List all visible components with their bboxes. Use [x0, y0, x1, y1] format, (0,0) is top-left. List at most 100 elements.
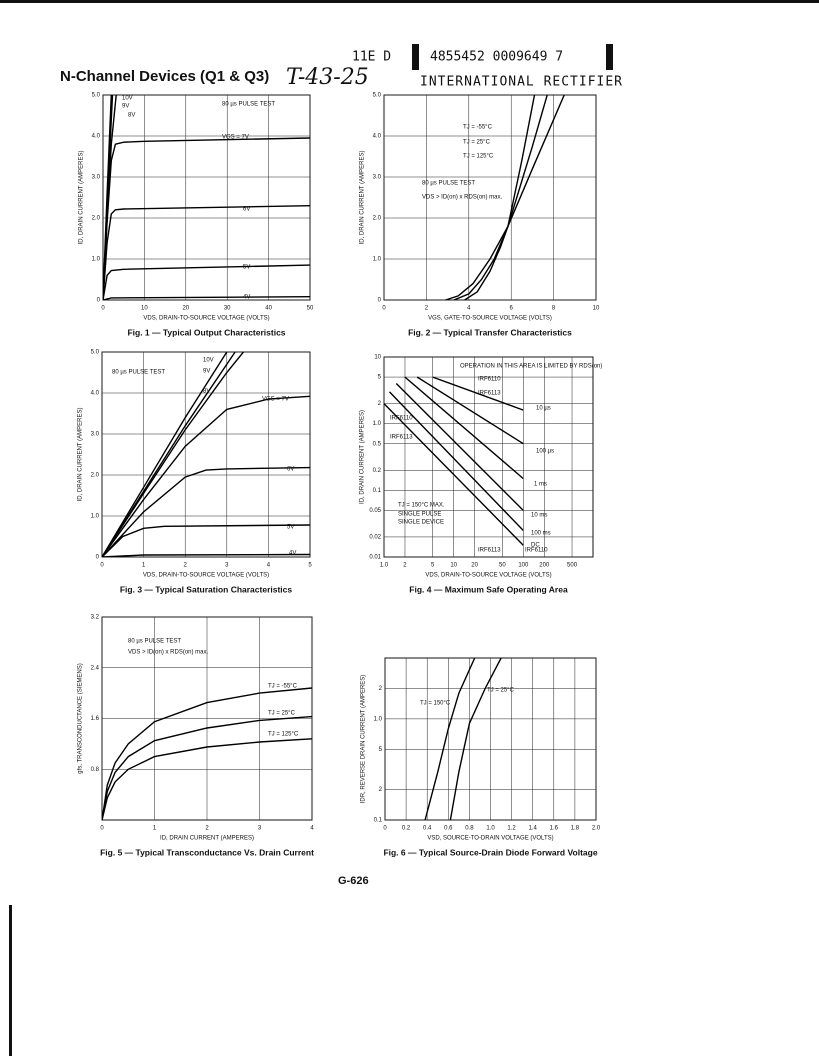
y-tick-label: 0 [378, 298, 382, 304]
x-tick-label: 2 [403, 563, 407, 569]
figure-caption: Fig. 1 — Typical Output Characteristics [127, 327, 285, 337]
y-tick-label: 0.1 [374, 818, 383, 824]
x-tick-label: 30 [224, 306, 231, 312]
x-tick-label: 2 [184, 563, 188, 569]
x-tick-label: 0.6 [444, 826, 453, 832]
y-tick-label: 0.1 [373, 488, 382, 494]
y-tick-label: 0.2 [373, 468, 382, 474]
plot-frame [383, 356, 594, 558]
series-label: 6V [287, 467, 294, 473]
x-tick-label: 20 [182, 306, 189, 312]
series-label: TJ = 25°C [463, 140, 491, 146]
y-tick-label: 0.02 [369, 535, 381, 541]
series-label: 5V [287, 525, 294, 531]
annotation: VDS > ID(on) x RDS(on) max. [128, 650, 209, 656]
y-tick-label: 0 [96, 555, 100, 561]
annotation: 80 µs PULSE TEST [222, 102, 275, 108]
series-line [384, 403, 524, 546]
figure-caption: Fig. 5 — Typical Transconductance Vs. Dr… [100, 847, 314, 857]
series-line [445, 95, 565, 300]
y-tick-label: 2 [379, 787, 383, 793]
figure-caption: Fig. 2 — Typical Transfer Characteristic… [408, 327, 572, 337]
series-label: TJ = -55°C [463, 125, 493, 131]
y-tick-label: 1.0 [374, 716, 383, 722]
y-tick-label: 2 [378, 401, 382, 407]
series-line [103, 205, 310, 300]
annotation: 80 µs PULSE TEST [422, 181, 475, 187]
x-tick-label: 0 [100, 563, 104, 569]
x-tick-label: 500 [567, 563, 578, 569]
x-tick-label: 4 [310, 826, 314, 832]
series-label: TJ = 150°C [420, 701, 451, 707]
x-tick-label: 3 [225, 563, 229, 569]
y-tick-label: 5.0 [91, 350, 100, 356]
y-tick-label: 0.01 [369, 555, 381, 561]
x-tick-label: 1.4 [529, 826, 538, 832]
x-axis-label: VGS, GATE-TO-SOURCE VOLTAGE (VOLTS) [428, 316, 552, 322]
series-line [103, 137, 310, 300]
y-tick-label: 1.0 [373, 257, 382, 263]
annotation: SINGLE PULSE [398, 512, 441, 518]
y-tick-label: 5.0 [373, 93, 382, 99]
y-tick-label: 0.05 [369, 508, 381, 514]
series-label: DC [531, 543, 540, 549]
y-axis-label: ID, DRAIN CURRENT (AMPERES) [78, 408, 84, 502]
handwritten-note: T-43-25 [286, 65, 369, 90]
series-line [102, 524, 310, 557]
page-number: G-626 [338, 875, 369, 887]
y-tick-label: 10 [374, 355, 381, 361]
x-axis-label: VDS, DRAIN-TO-SOURCE VOLTAGE (VOLTS) [143, 573, 269, 579]
series-label: TJ = 125°C [268, 732, 299, 738]
series-label: 5V [243, 265, 250, 271]
y-tick-label: 1.6 [91, 716, 100, 722]
x-tick-label: 20 [471, 563, 478, 569]
y-tick-label: 0.8 [91, 767, 100, 773]
series-label: 4V [289, 551, 296, 557]
annotation: SINGLE DEVICE [398, 520, 444, 526]
y-tick-label: 3.0 [373, 175, 382, 181]
series-line [103, 264, 310, 300]
series-label: TJ = -55°C [268, 684, 298, 690]
y-tick-label: 4.0 [373, 134, 382, 140]
x-tick-label: 1.8 [571, 826, 580, 832]
x-tick-label: 2 [425, 306, 429, 312]
x-tick-label: 10 [141, 306, 148, 312]
x-tick-label: 2.0 [592, 826, 601, 832]
y-tick-label: 2 [379, 686, 383, 692]
x-tick-label: 4 [267, 563, 271, 569]
series-line [102, 395, 310, 557]
series-label: 8V [128, 113, 135, 119]
annotation: TJ = 150°C MAX. [398, 503, 445, 509]
series-line [102, 352, 228, 557]
series-label: VGS = 7V [222, 135, 249, 141]
x-tick-label: 100 [518, 563, 529, 569]
page-title: N-Channel Devices (Q1 & Q3) [60, 68, 269, 85]
header-number: 4855452 0009649 7 [430, 50, 563, 65]
x-tick-label: 0 [382, 306, 386, 312]
company-name: INTERNATIONAL RECTIFIER [420, 75, 623, 90]
y-tick-label: 2.0 [92, 216, 101, 222]
series-line [102, 687, 312, 820]
series-label: 6V [243, 207, 250, 213]
x-axis-label: VSD, SOURCE-TO-DRAIN VOLTAGE (VOLTS) [427, 836, 553, 842]
series-line [464, 95, 536, 300]
series-label: 8V [203, 389, 210, 395]
x-tick-label: 0.8 [465, 826, 474, 832]
header-bar [606, 44, 613, 70]
x-tick-label: 2 [205, 826, 209, 832]
x-axis-label: VDS, DRAIN-TO-SOURCE VOLTAGE (VOLTS) [143, 316, 269, 322]
y-tick-label: 2.4 [91, 665, 100, 671]
y-tick-label: 2.0 [373, 216, 382, 222]
annotation: 80 µs PULSE TEST [128, 639, 181, 645]
series-label: 1 ms [534, 482, 547, 488]
series-line [102, 715, 312, 820]
y-tick-label: 2.0 [91, 473, 100, 479]
header-code: 11E D [352, 50, 391, 65]
series-line [102, 352, 244, 557]
series-line [102, 553, 310, 557]
figure-caption: Fig. 6 — Typical Source-Drain Diode Forw… [383, 847, 597, 857]
y-tick-label: 0 [97, 298, 101, 304]
y-axis-label: ID, DRAIN CURRENT (AMPERES) [79, 151, 85, 245]
series-line [404, 376, 524, 480]
series-label: 9V [203, 369, 210, 375]
